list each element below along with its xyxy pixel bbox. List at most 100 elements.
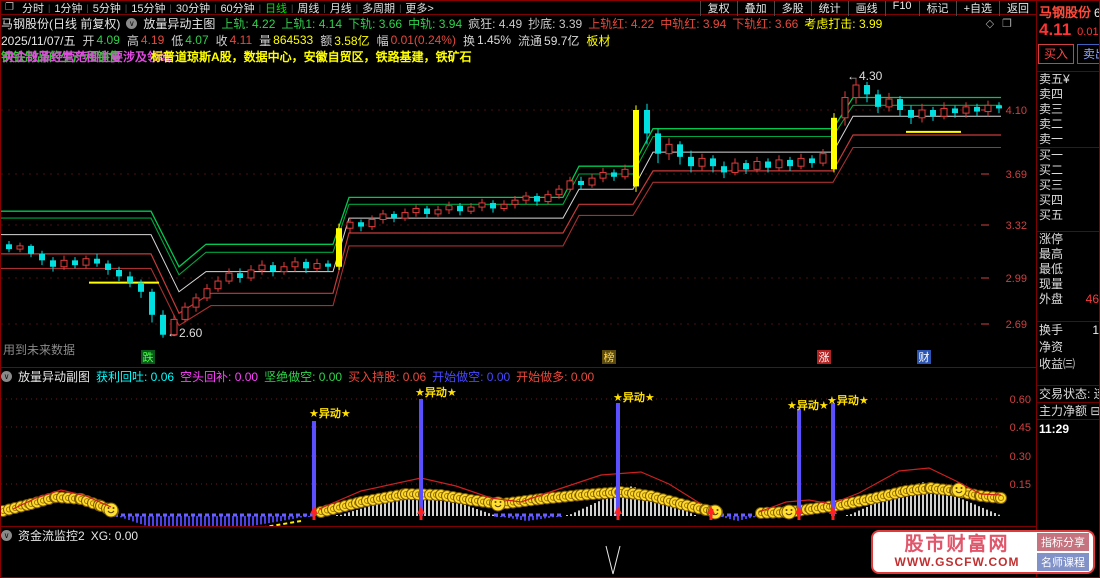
buy-level-1[interactable]: 买二 [1039, 163, 1064, 177]
menu-item-6[interactable]: 日线 [265, 2, 288, 15]
buy-levels: 买一 买二 买三 买四 买五 [1037, 147, 1099, 223]
toolbar-button-8[interactable]: 返回 [999, 1, 1036, 16]
ohlc-value-4: 864533 [273, 33, 314, 47]
toolbar-button-7[interactable]: +自选 [955, 1, 999, 16]
info-row-0: 换手 1 [1037, 322, 1099, 339]
window-restore-icon[interactable]: ❐ [1002, 17, 1012, 30]
collapse-monitor-icon[interactable]: ∨ [1, 530, 12, 541]
title-bar: 马钢股份(日线 前复权) ∨ 放量异动主图 上轨: 4.22 上轨1: 4.14 下… [1, 15, 1036, 31]
info-label-1: 净资 [1039, 340, 1064, 354]
subchart-value-1: 空头回补: 0.00 [180, 370, 259, 384]
diamond-icon[interactable]: ◇ [985, 17, 995, 30]
buy-level-0[interactable]: 买一 [1039, 148, 1064, 162]
buy-level-4[interactable]: 买五 [1039, 208, 1064, 222]
ohlc-label-5: 额 [320, 33, 333, 48]
buy-level-3[interactable]: 买四 [1039, 193, 1064, 207]
trade-status: 交易状态: 连 [1037, 385, 1100, 403]
monitor-value: XG: 0.00 [90, 528, 139, 543]
toolbar-button-2[interactable]: 多股 [773, 1, 811, 16]
svg-text:涨: 涨 [819, 351, 830, 364]
indicator-value-5: 抄底: 3.39 [528, 16, 583, 31]
svg-text:★异动★: ★异动★ [827, 393, 869, 407]
toolbar-button-4[interactable]: 画线 [847, 1, 885, 16]
logo-text-block: 股市财富网 WWW.GSCFW.COM [877, 534, 1037, 570]
menu-separator: | [399, 2, 402, 13]
svg-text:★异动★: ★异动★ [787, 398, 829, 412]
last-price: 4.11 [1039, 20, 1072, 39]
svg-text:★异动★: ★异动★ [415, 385, 457, 399]
indicator-value-7: 中轨红: 3.94 [660, 16, 727, 31]
clock: 11:29 [1039, 422, 1070, 436]
menu-item-9[interactable]: 多周期 [362, 2, 396, 15]
watermark-logo: 股市财富网 WWW.GSCFW.COM 指标分享 名师课程 [871, 530, 1095, 574]
fund-flow-strip[interactable] [1, 544, 1036, 578]
sidebar-stock-header: 马钢股份60 [1037, 1, 1099, 20]
svg-text:榜: 榜 [604, 350, 615, 364]
svg-text:0.45: 0.45 [1010, 422, 1031, 434]
menu-separator: | [323, 2, 326, 13]
subchart-value-0: 获利回吐: 0.06 [96, 370, 175, 384]
svg-text:★异动★: ★异动★ [613, 390, 655, 404]
menu-item-8[interactable]: 月线 [329, 2, 352, 15]
info-row-1: 净资 [1037, 339, 1099, 356]
stat-rows: 涨停 最高 最低 现量 外盘 46 [1037, 231, 1099, 307]
stat-label-2: 最低 [1039, 262, 1064, 276]
sell-level-3[interactable]: 卖二 [1039, 117, 1064, 131]
menu-item-4[interactable]: 30分钟 [175, 2, 211, 15]
sell-level-0[interactable]: 卖五¥ [1039, 72, 1070, 86]
main-indicator-name: 放量异动主图 [143, 16, 216, 31]
toolbar-button-5[interactable]: F10 [884, 1, 919, 16]
sell-button[interactable]: 卖出 [1077, 44, 1099, 64]
toolbar-button-3[interactable]: 统计 [810, 1, 848, 16]
sell-levels: 卖五¥ 卖四 卖三 卖二 卖一 [1037, 71, 1099, 147]
ohlc-value-9: 板材 [586, 33, 611, 48]
menu-item-3[interactable]: 15分钟 [131, 2, 166, 15]
badge-indicator-share: 指标分享 [1037, 533, 1089, 551]
ohlc-value-8: 59.7亿 [544, 33, 580, 48]
ohlc-label-1: 高 [126, 33, 139, 48]
menu-item-10[interactable]: 更多> [405, 2, 434, 15]
ohlc-label-0: 开 [82, 33, 95, 48]
collapse-main-icon[interactable]: ∨ [126, 17, 138, 29]
collapse-sub-icon[interactable]: ∨ [1, 371, 12, 382]
fund-panel-icon: ⊟ [1090, 404, 1100, 418]
menu-item-5[interactable]: 60分钟 [220, 2, 255, 15]
sidebar-stock-name: 马钢股份 [1039, 5, 1092, 20]
menu-item-2[interactable]: 5分钟 [92, 2, 121, 15]
toolbar-button-6[interactable]: 标记 [918, 1, 956, 16]
menu-item-7[interactable]: 周线 [297, 2, 320, 15]
buy-button[interactable]: 买入 [1038, 44, 1075, 64]
main-panel: ❐ 分时 | 1分钟 | 5分钟 | 15分钟 | 30分钟 | 60分钟 | 日线 | 周线 | 月线 | 多周期… [1, 1, 1036, 578]
menu-separator: | [124, 2, 128, 13]
logo-title: 股市财富网 [904, 534, 1010, 555]
svg-text:★异动★: ★异动★ [309, 406, 351, 420]
svg-text:←4.30: ←4.30 [847, 69, 883, 83]
svg-text:2.69: 2.69 [1006, 319, 1027, 331]
ohlc-value-1: 4.19 [140, 33, 165, 47]
main-fund-label: 主力净额 [1039, 404, 1088, 418]
menu-item-1[interactable]: 1分钟 [54, 2, 83, 15]
sell-level-4[interactable]: 卖一 [1039, 132, 1064, 146]
sell-level-1[interactable]: 卖四 [1039, 87, 1064, 101]
toolbar-button-0[interactable]: 复权 [699, 1, 737, 16]
logo-badges: 指标分享 名师课程 [1037, 532, 1089, 572]
main-fund-row[interactable]: 主力净额 ⊟ [1037, 403, 1100, 420]
toolbar-button-1[interactable]: 叠加 [736, 1, 774, 16]
buy-level-2[interactable]: 买三 [1039, 178, 1064, 192]
concept-business-text: 钢铁制品的生产和销售 [1, 50, 122, 64]
subchart-values: 获利回吐: 0.06 空头回补: 0.00 坚绝做空: 0.00 买入持股: 0.06… [96, 368, 600, 385]
stock-title: 马钢股份(日线 前复权) [1, 16, 121, 31]
sell-level-2[interactable]: 卖三 [1039, 102, 1064, 116]
subchart-value-4: 开始做空: 0.00 [432, 370, 511, 384]
menu-item-0[interactable]: 分时 [21, 2, 44, 15]
trade-buttons: 买入 卖出 [1037, 43, 1099, 65]
subchart-value-2: 坚绝做空: 0.00 [264, 370, 343, 384]
window-icon[interactable]: ❐ [5, 2, 14, 13]
volume-anomaly-subchart[interactable]: 0.600.450.300.15★异动★★异动★ ★异动★★异动★★异动★ [1, 385, 1036, 526]
subchart-name: 放量异动副图 [18, 370, 91, 384]
svg-text:3.69: 3.69 [1006, 169, 1027, 181]
ohlc-label-6: 幅 [376, 33, 389, 48]
ohlc-label-2: 低 [171, 33, 184, 48]
sidebar-stock-code: 60 [1094, 6, 1099, 20]
